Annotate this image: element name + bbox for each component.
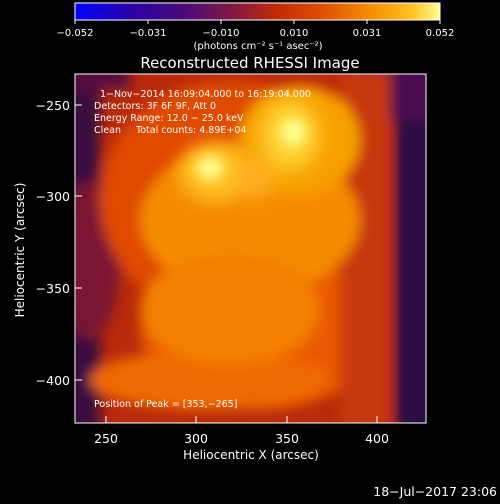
x-tick-label: 250: [94, 431, 118, 446]
y-tick-label: −250: [36, 98, 70, 113]
footer-date: 18−Jul−2017 23:06: [373, 484, 497, 499]
colorbar-units: (photons cm⁻² s⁻¹ asec⁻²): [193, 41, 322, 52]
y-tick-label: −300: [36, 189, 70, 204]
colorbar-tick-label: 0.031: [353, 28, 382, 39]
chart-title: Reconstructed RHESSI Image: [140, 54, 359, 72]
colorbar-ticks: [74, 20, 441, 24]
colorbar-tick-label: −0.052: [56, 28, 93, 39]
annotation-energy: Energy Range: 12.0 − 25.0 keV: [94, 113, 244, 124]
source-peak: [196, 156, 224, 180]
annotation-peak: Position of Peak = [353,−265]: [94, 399, 237, 410]
colorbar: [74, 2, 441, 21]
x-axis-ticks: [105, 416, 378, 423]
heatmap-image: [75, 74, 426, 423]
colorbar-tick-label: 0.010: [280, 28, 309, 39]
x-axis-label: Heliocentric X (arcsec): [183, 448, 319, 462]
colorbar-tick-label: −0.010: [202, 28, 239, 39]
annotation-detectors: Detectors: 3F 6F 9F, Att 0: [94, 101, 216, 112]
colorbar-tick-label: 0.052: [426, 28, 455, 39]
plot-frame: [74, 73, 427, 424]
y-axis-ticks: [75, 104, 82, 381]
annotation-counts: Clean Total counts: 4.89E+04: [94, 125, 246, 136]
y-axis-label: Heliocentric Y (arcsec): [13, 183, 27, 318]
colorbar-tick-label: −0.031: [129, 28, 166, 39]
annotation-time: 1−Nov−2014 16:09:04.000 to 16:19:04.000: [100, 89, 311, 100]
y-tick-label: −350: [36, 281, 70, 296]
source-peak: [280, 118, 306, 146]
y-tick-label: −400: [36, 373, 70, 388]
x-tick-label: 350: [275, 431, 299, 446]
x-tick-label: 400: [365, 431, 389, 446]
x-tick-label: 300: [184, 431, 208, 446]
